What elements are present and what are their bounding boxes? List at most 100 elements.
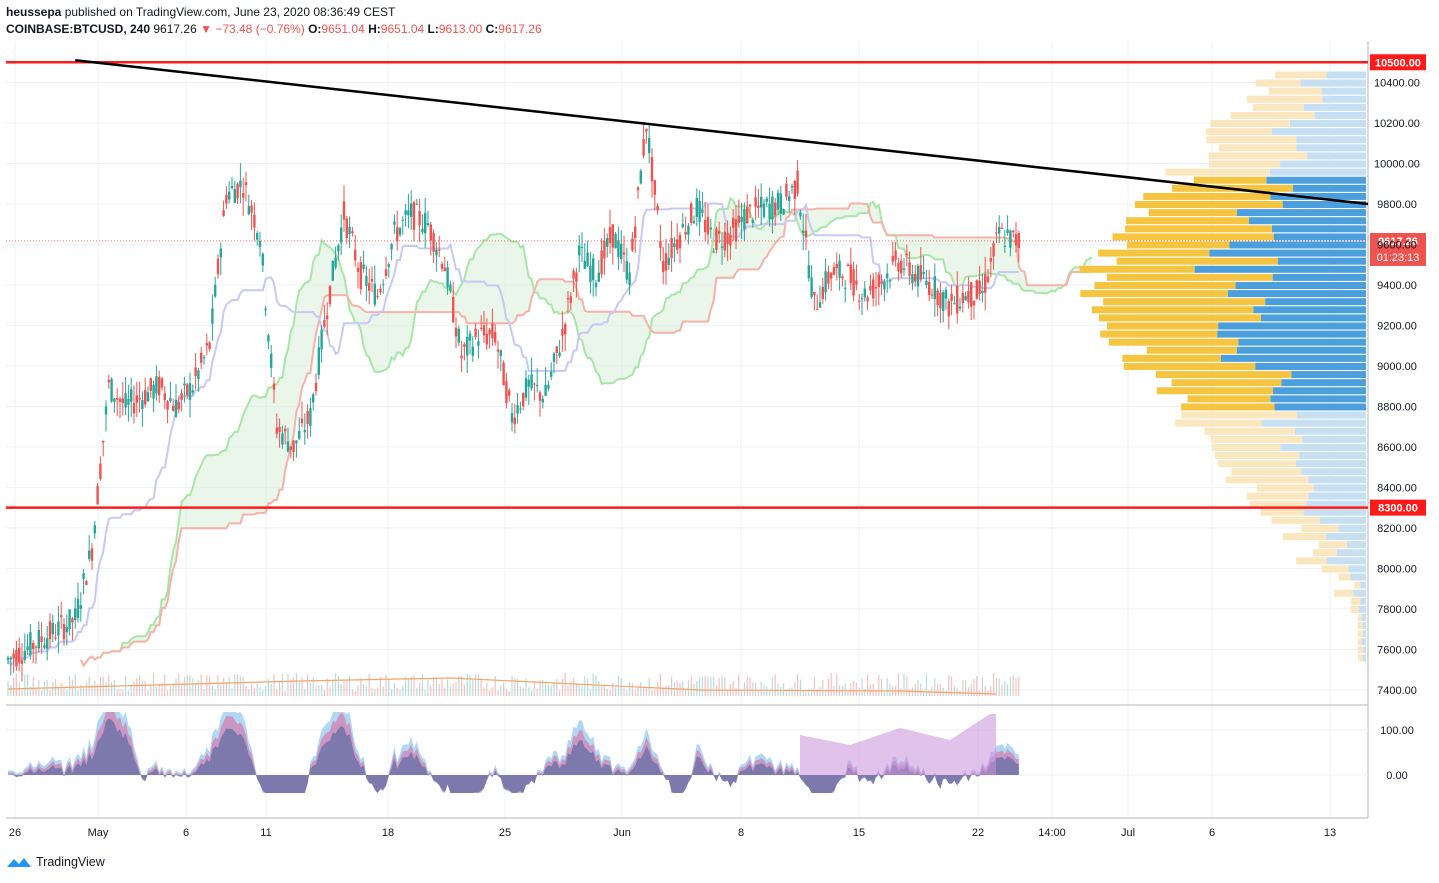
candle-body (158, 376, 161, 396)
candle-body (726, 233, 729, 245)
profile-up-bar (1209, 249, 1366, 257)
volume-bar (587, 678, 589, 696)
volume-bar (158, 683, 160, 696)
profile-up-bar (1261, 419, 1366, 427)
volume-bar (514, 678, 516, 696)
profile-down-bar (1106, 322, 1219, 330)
volume-bar (447, 679, 449, 696)
candle-body (74, 608, 77, 621)
candle-body (928, 281, 931, 295)
price-axis[interactable]: 10400.00 10200.00 10000.00 9800.00 9600.00 94… (1374, 78, 1420, 697)
candle-body (356, 267, 360, 272)
candle-body (463, 344, 466, 347)
profile-down-bar (1204, 427, 1295, 435)
volume-bar (640, 682, 642, 696)
author-name[interactable]: heussepa (6, 5, 62, 19)
candle-body (152, 385, 155, 399)
candle-body (200, 352, 203, 363)
volume-bar (223, 677, 225, 696)
candle-body (813, 291, 816, 296)
profile-down-bar (1080, 290, 1228, 298)
brand-name[interactable]: TradingView (36, 855, 105, 869)
candle-body (911, 274, 914, 284)
candle-body (480, 327, 483, 329)
time-tick-label: 8 (738, 827, 744, 839)
candle-body (88, 550, 91, 559)
volume-bar (654, 688, 656, 696)
volume-bar (486, 682, 488, 696)
candle-body (6, 657, 10, 660)
candle-body (642, 139, 645, 156)
candle-body (432, 232, 435, 252)
horizontal-levels[interactable]: 10500.00 8300.00 9617.26 01:23:13 (6, 54, 1426, 516)
candle-body (944, 289, 948, 299)
candle-body (891, 255, 894, 262)
candle-body (594, 282, 598, 287)
profile-up-bar (1308, 476, 1366, 484)
candle-body (85, 581, 88, 585)
profile-up-bar (1273, 233, 1366, 241)
candlesticks[interactable] (6, 122, 1020, 682)
volume-bar (242, 677, 244, 696)
profile-up-bar (1236, 346, 1366, 354)
volume-bar (601, 686, 603, 696)
candle-body (558, 352, 561, 356)
volume-bar (371, 688, 373, 696)
profile-up-bar (1346, 541, 1366, 549)
candle-body (328, 285, 332, 304)
time-axis[interactable]: 26 May 6 11 18 25 Jun 8 15 22 14:00 Jul 6 13 (9, 827, 1336, 839)
volume-bar (995, 678, 997, 696)
level-label: 10500.00 (1375, 57, 1421, 69)
volume-bar (276, 689, 278, 696)
candle-body (211, 308, 214, 324)
candle-body (317, 347, 320, 375)
candle-body (933, 276, 936, 299)
candle-body (26, 646, 29, 650)
symbol-name[interactable]: COINBASE:BTCUSD, 240 (6, 22, 151, 36)
profile-up-bar (1303, 103, 1366, 111)
candle-body (538, 392, 542, 401)
candle-body (295, 440, 298, 444)
candle-body (650, 157, 654, 182)
candle-body (995, 232, 998, 234)
volume-bar (203, 688, 205, 696)
time-tick-label: Jun (613, 827, 631, 839)
chart-canvas[interactable]: 10500.00 8300.00 9617.26 01:23:13 100.00 0.0… (0, 0, 1439, 850)
candle-body (729, 234, 732, 246)
volume-bar (10, 684, 12, 696)
candle-body (712, 251, 715, 253)
candle-body (718, 230, 721, 234)
profile-down-bar (1127, 241, 1230, 249)
volume-bar (769, 690, 771, 696)
volume-bar (581, 685, 583, 696)
volume-bar (519, 686, 521, 696)
volume-bar (525, 678, 527, 696)
volume-bar (167, 690, 169, 696)
profile-down-bar (1098, 314, 1261, 322)
profile-down-bar (1134, 201, 1283, 209)
volume-bar (410, 676, 412, 696)
candle-body (754, 197, 757, 207)
volume-bar (701, 676, 703, 696)
volume-bar (797, 673, 799, 696)
candle-body (15, 649, 18, 667)
profile-up-bar (1280, 160, 1366, 168)
volume-bar (354, 690, 356, 696)
profile-up-bar (1336, 549, 1366, 557)
candle-body (530, 374, 533, 389)
volume-bar (497, 690, 499, 696)
price-tick-label: 7600.00 (1377, 644, 1417, 656)
volume-bar (186, 675, 188, 696)
candle-body (956, 286, 959, 314)
candle-body (37, 630, 40, 649)
high-value: 9651.04 (380, 22, 425, 36)
profile-down-bar (1146, 346, 1237, 354)
profile-down-bar (1334, 589, 1354, 597)
candle-body (183, 383, 186, 386)
candle-body (468, 333, 472, 341)
volume-bar (626, 690, 628, 696)
candle-body (986, 276, 990, 283)
candle-body (379, 288, 382, 293)
candle-body (634, 226, 637, 239)
trendline[interactable] (75, 58, 1369, 206)
